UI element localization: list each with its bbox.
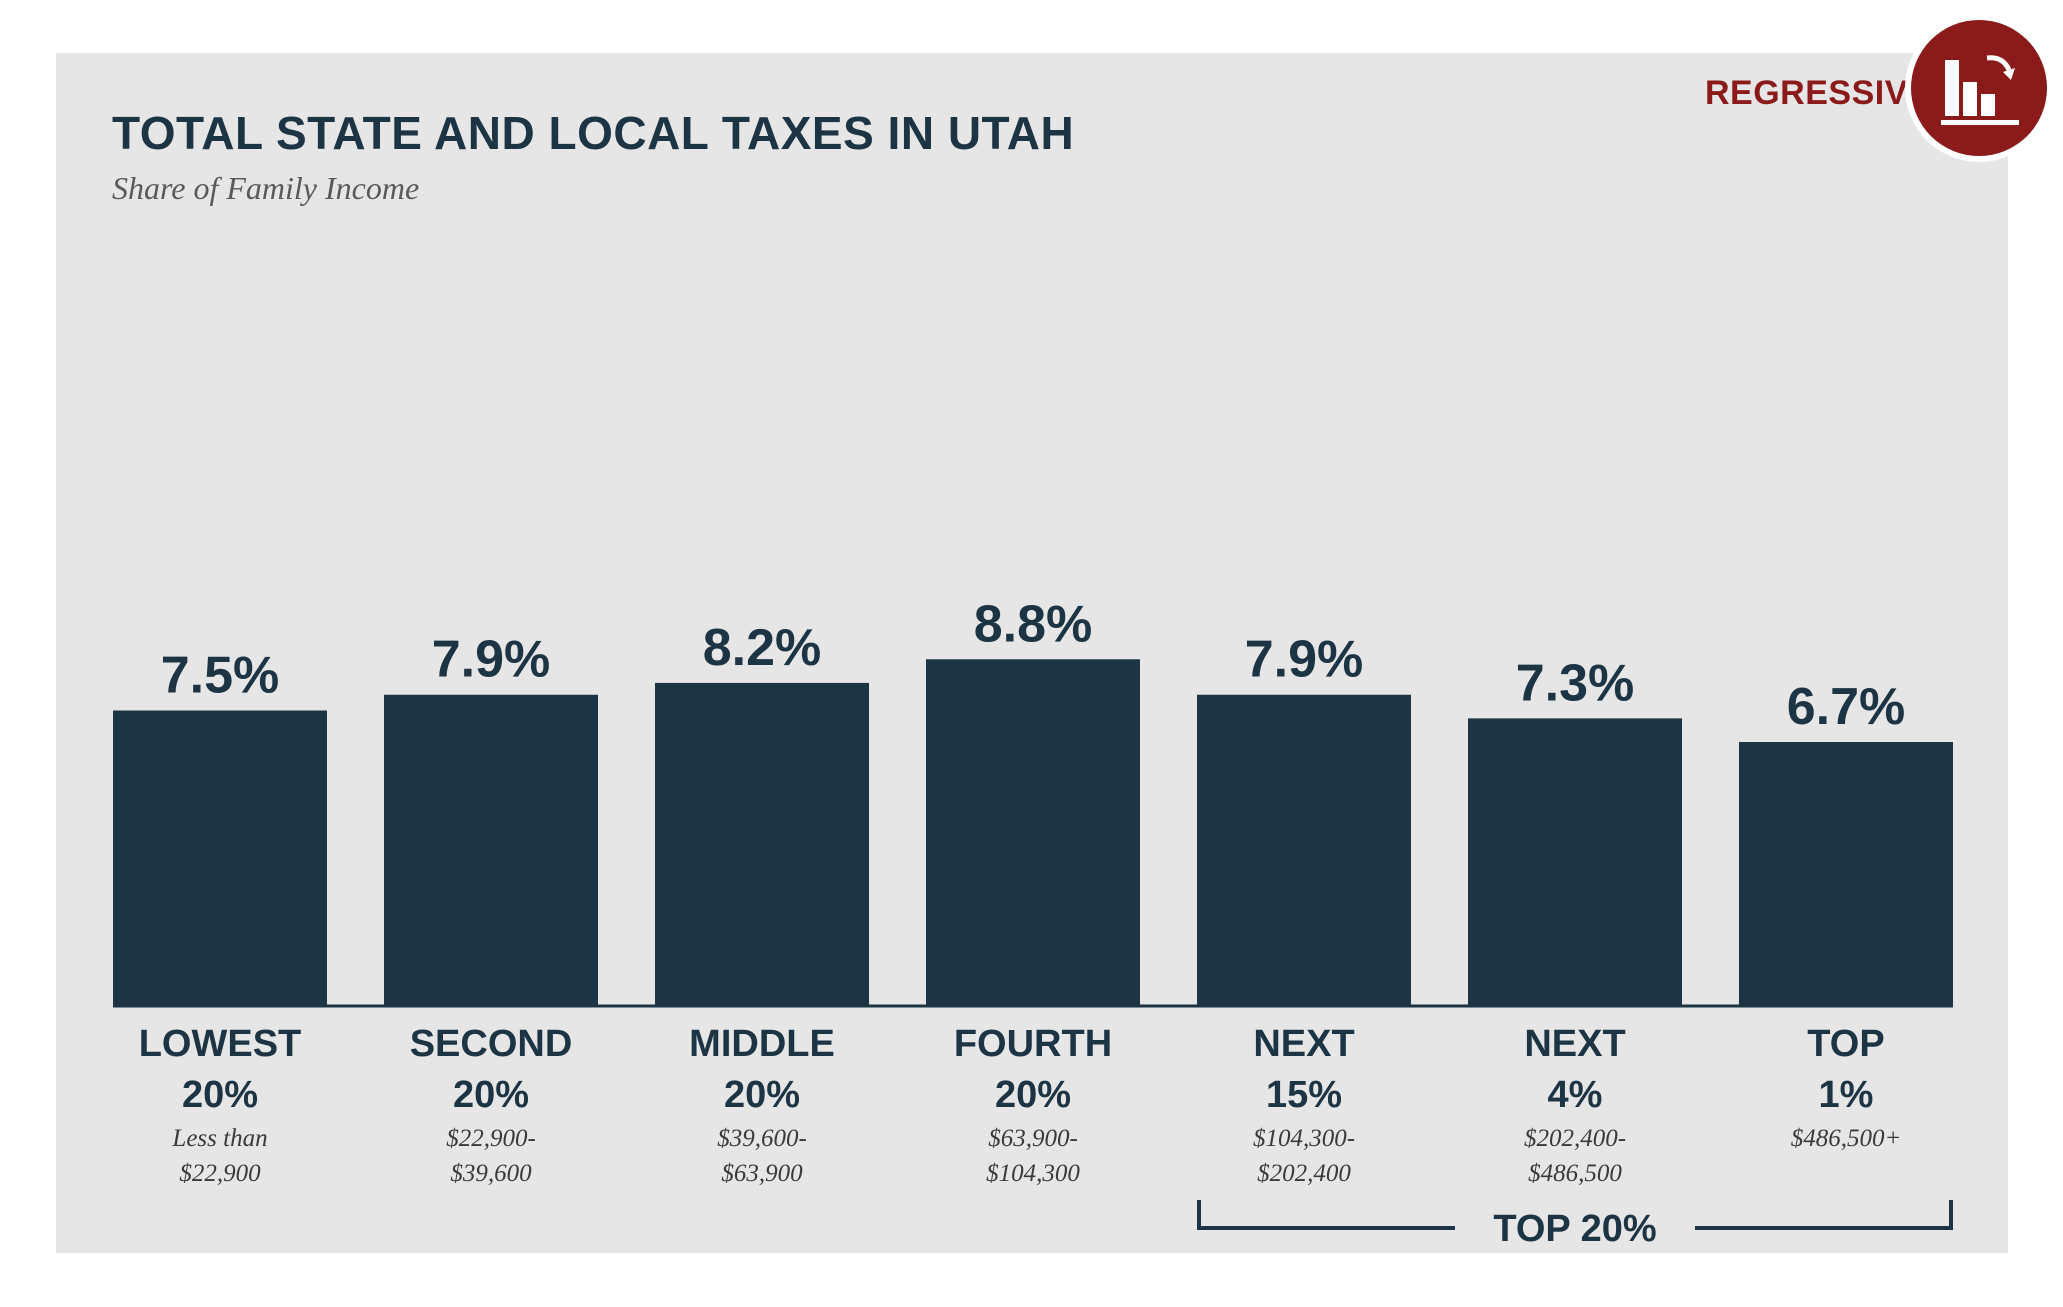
value-label: 7.3% bbox=[1516, 654, 1635, 712]
category-percent-label: 20% bbox=[724, 1074, 800, 1116]
category-percent-label: 15% bbox=[1266, 1074, 1342, 1116]
category-group-label: LOWEST bbox=[139, 1023, 302, 1065]
category-percent-label: 20% bbox=[182, 1074, 258, 1116]
income-range-label: $202,400 bbox=[1257, 1160, 1351, 1187]
category-percent-label: 20% bbox=[995, 1074, 1071, 1116]
category-group-label: FOURTH bbox=[954, 1023, 1112, 1065]
value-label: 8.8% bbox=[974, 595, 1093, 653]
income-range-label: $486,500 bbox=[1528, 1160, 1622, 1187]
category-group-label: NEXT bbox=[1253, 1023, 1354, 1065]
value-label: 6.7% bbox=[1787, 678, 1906, 736]
income-range-label: $63,900 bbox=[721, 1160, 803, 1187]
income-range-label: $39,600 bbox=[450, 1160, 532, 1187]
category-group-label: MIDDLE bbox=[689, 1023, 835, 1065]
income-range-label: $202,400- bbox=[1524, 1125, 1626, 1152]
income-range-label: Less than bbox=[171, 1125, 267, 1152]
category-group-label: TOP bbox=[1807, 1023, 1884, 1065]
bar bbox=[1468, 718, 1682, 1006]
bar bbox=[384, 694, 598, 1006]
income-range-label: $22,900 bbox=[179, 1160, 261, 1187]
category-percent-label: 4% bbox=[1548, 1074, 1603, 1116]
income-range-label: $104,300 bbox=[986, 1160, 1080, 1187]
top20-bracket-right bbox=[1695, 1200, 1953, 1230]
category-group-label: SECOND bbox=[410, 1023, 573, 1065]
top20-bracket-label: TOP 20% bbox=[1493, 1208, 1656, 1250]
category-percent-label: 1% bbox=[1819, 1074, 1874, 1116]
value-label: 7.5% bbox=[161, 647, 280, 705]
bar bbox=[1197, 694, 1411, 1006]
regressive-bar-chart-icon bbox=[1905, 14, 2053, 162]
top20-bracket-left bbox=[1197, 1200, 1455, 1230]
bar bbox=[113, 710, 327, 1006]
income-range-label: $104,300- bbox=[1253, 1125, 1355, 1152]
bar bbox=[926, 659, 1140, 1006]
bar bbox=[655, 682, 869, 1006]
income-range-label: $486,500+ bbox=[1791, 1125, 1902, 1152]
category-group-label: NEXT bbox=[1524, 1023, 1625, 1065]
income-range-label: $22,900- bbox=[446, 1125, 536, 1152]
chart-subtitle: Share of Family Income bbox=[112, 170, 420, 206]
income-range-label: $39,600- bbox=[717, 1125, 807, 1152]
income-range-label: $63,900- bbox=[988, 1125, 1078, 1152]
bar bbox=[1739, 742, 1953, 1006]
chart-title: TOTAL STATE AND LOCAL TAXES IN UTAH bbox=[112, 107, 1075, 159]
chart-panel bbox=[56, 53, 2008, 1253]
category-percent-label: 20% bbox=[453, 1074, 529, 1116]
value-label: 7.9% bbox=[432, 631, 551, 689]
value-label: 7.9% bbox=[1245, 631, 1364, 689]
value-label: 8.2% bbox=[703, 619, 822, 677]
